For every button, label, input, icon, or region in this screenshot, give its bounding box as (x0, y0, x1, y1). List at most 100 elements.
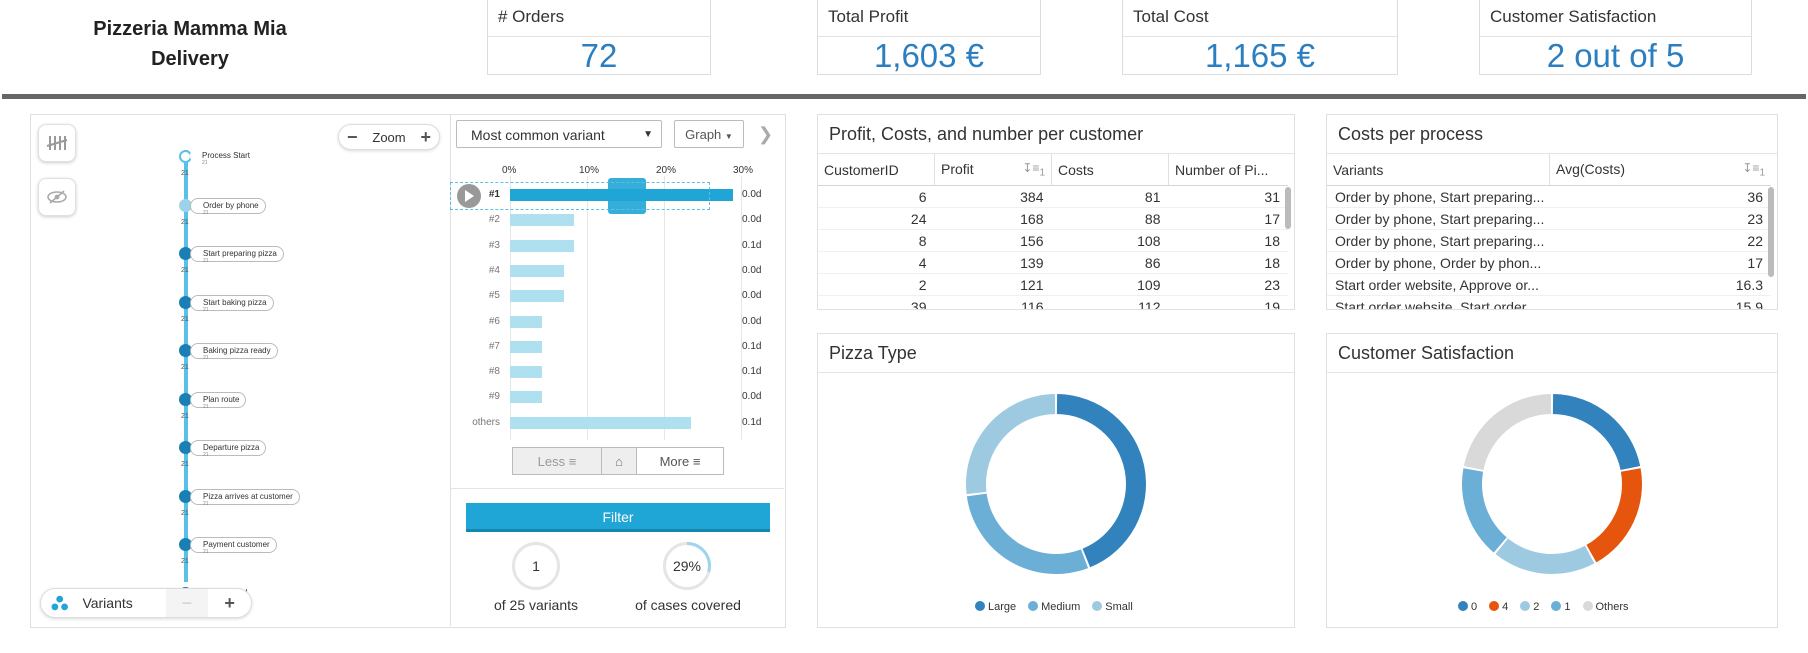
bar-drag-handle[interactable] (608, 178, 646, 214)
tally-icon[interactable] (38, 124, 76, 162)
variant-select-value: Most common variant (471, 127, 605, 143)
legend-label: 4 (1502, 601, 1509, 613)
kpi-total-cost[interactable]: Total Cost 1,165 € (1122, 0, 1398, 75)
legend-label: 0 (1471, 601, 1478, 613)
kpi-value: 1,603 € (873, 37, 985, 74)
donut-slice[interactable] (1495, 538, 1595, 574)
legend-item[interactable]: 2 (1520, 601, 1539, 613)
variant-bar[interactable] (510, 416, 691, 429)
table-row[interactable]: 8 156 108 18 (818, 229, 1288, 252)
variant-bar[interactable] (510, 214, 574, 227)
process-node-marker[interactable] (179, 392, 192, 406)
table-row[interactable]: Order by phone, Start preparing... 23 (1327, 207, 1771, 230)
zoom-in-button[interactable]: + (420, 126, 431, 147)
table-row[interactable]: 6 384 81 31 (818, 185, 1288, 208)
process-node-count: 21 (203, 452, 209, 458)
kpi-label: Total Profit (818, 0, 1040, 37)
variant-bar[interactable] (510, 315, 543, 328)
donut-slice[interactable] (1463, 394, 1552, 471)
costs-table-scrollbar[interactable] (1768, 187, 1774, 277)
process-node-marker[interactable] (179, 344, 192, 357)
process-node[interactable]: Start preparing pizza 21 (190, 246, 284, 264)
table-cell: 384 (934, 185, 1052, 208)
table-row[interactable]: Start order website, Start order... 15.9 (1327, 295, 1771, 309)
legend-label: Medium (1041, 601, 1081, 613)
col-number-of-pizzas[interactable]: Number of Pi... (1168, 154, 1288, 186)
graph-dropdown-button[interactable]: Graph ▼ (674, 120, 744, 148)
kpi-total-profit[interactable]: Total Profit 1,603 € (817, 0, 1041, 75)
col-customerid[interactable]: CustomerID (818, 154, 935, 186)
play-icon[interactable] (457, 184, 481, 208)
kpi-orders[interactable]: # Orders 72 (487, 0, 711, 75)
process-node[interactable]: Departure pizza 21 (190, 440, 267, 458)
variant-bar[interactable] (510, 290, 564, 303)
table-row[interactable]: Start order website, Approve or... 16.3 (1327, 273, 1771, 296)
process-node[interactable]: Payment customer 21 (190, 537, 277, 555)
kpi-customer-satisfaction[interactable]: Customer Satisfaction 2 out of 5 (1479, 0, 1752, 75)
variant-bar[interactable] (510, 366, 543, 379)
variants-increase-button[interactable]: + (224, 592, 235, 613)
variant-bar[interactable] (510, 239, 574, 252)
process-node[interactable]: Order by phone 21 (190, 197, 266, 216)
process-node[interactable]: Process Start 21 (190, 149, 257, 166)
variant-bar[interactable] (510, 340, 543, 353)
table-cell: Order by phone, Start preparing... (1327, 229, 1550, 252)
home-icon[interactable]: ⌂ (602, 448, 637, 474)
process-node[interactable]: Pizza arrives at customer 21 (190, 488, 300, 507)
process-node-marker[interactable] (179, 247, 192, 260)
col-profit[interactable]: Profit ↧≡1 (934, 154, 1052, 186)
process-node[interactable]: Baking pizza ready 21 (190, 343, 278, 361)
donut-slice[interactable] (1462, 468, 1507, 553)
chevron-right-icon[interactable]: ❯ (758, 124, 774, 144)
less-button[interactable]: Less ≡ (513, 448, 602, 474)
sort-desc-icon[interactable]: ↧≡1 (1742, 160, 1765, 179)
process-node-marker[interactable] (179, 489, 192, 503)
legend-item[interactable]: 1 (1551, 601, 1571, 613)
legend-item[interactable]: Small (1092, 601, 1133, 613)
variant-bar[interactable] (510, 264, 564, 277)
hide-eye-icon[interactable] (38, 178, 76, 216)
process-node-label: Baking pizza ready (203, 346, 271, 355)
sort-desc-icon[interactable]: ↧≡1 (1022, 160, 1045, 179)
process-node[interactable]: Start baking pizza 21 (190, 294, 274, 313)
variant-rank-label: #1 (488, 189, 500, 200)
process-node-marker[interactable] (179, 441, 192, 454)
col-avg-costs[interactable]: Avg(Costs) ↧≡1 (1549, 154, 1771, 186)
variants-decrease-button[interactable]: − (165, 589, 209, 617)
donut-slice[interactable] (966, 493, 1089, 574)
filter-button[interactable]: Filter (466, 503, 770, 532)
legend-item[interactable]: 0 (1458, 601, 1477, 613)
col-variants[interactable]: Variants (1327, 154, 1550, 186)
legend-item[interactable]: 4 (1489, 601, 1508, 613)
variant-select[interactable]: Most common variant ▼ (456, 120, 662, 148)
costs-table-panel: Costs per process Variants Avg(Costs) ↧≡1… (1326, 114, 1778, 310)
legend-item[interactable]: Large (975, 601, 1016, 613)
table-row[interactable]: Order by phone, Order by phon... 17 (1327, 251, 1771, 274)
table-row[interactable]: Order by phone, Start preparing... 36 (1327, 185, 1771, 208)
table-row[interactable]: 39 116 112 19 (818, 295, 1288, 309)
col-costs[interactable]: Costs (1051, 154, 1169, 186)
process-node-marker[interactable] (179, 295, 192, 309)
process-node[interactable]: Plan route 21 (190, 391, 247, 410)
process-node-count: 21 (202, 160, 208, 166)
donut-slice[interactable] (1056, 394, 1146, 568)
donut-slice[interactable] (1552, 394, 1641, 471)
legend-item[interactable]: Medium (1028, 601, 1080, 613)
table-row[interactable]: Order by phone, Start preparing... 22 (1327, 229, 1771, 252)
table-row[interactable]: 4 139 86 18 (818, 251, 1288, 274)
legend-swatch (1458, 601, 1468, 611)
table-row[interactable]: 24 168 88 17 (818, 207, 1288, 230)
zoom-out-button[interactable]: − (347, 126, 358, 147)
table-cell: Order by phone, Order by phon... (1327, 251, 1550, 274)
table-cell: 24 (818, 207, 935, 230)
process-node-marker[interactable] (179, 538, 192, 551)
more-button[interactable]: More ≡ (637, 448, 723, 474)
donut-slice[interactable] (1586, 468, 1642, 563)
donut-slice[interactable] (966, 394, 1056, 495)
legend-item[interactable]: Others (1582, 601, 1629, 613)
variant-bar[interactable] (510, 391, 543, 404)
table-row[interactable]: 2 121 109 23 (818, 273, 1288, 296)
profit-table-scrollbar[interactable] (1285, 187, 1291, 229)
process-node-marker[interactable] (179, 198, 192, 212)
kpi-label: Total Cost (1123, 0, 1397, 37)
